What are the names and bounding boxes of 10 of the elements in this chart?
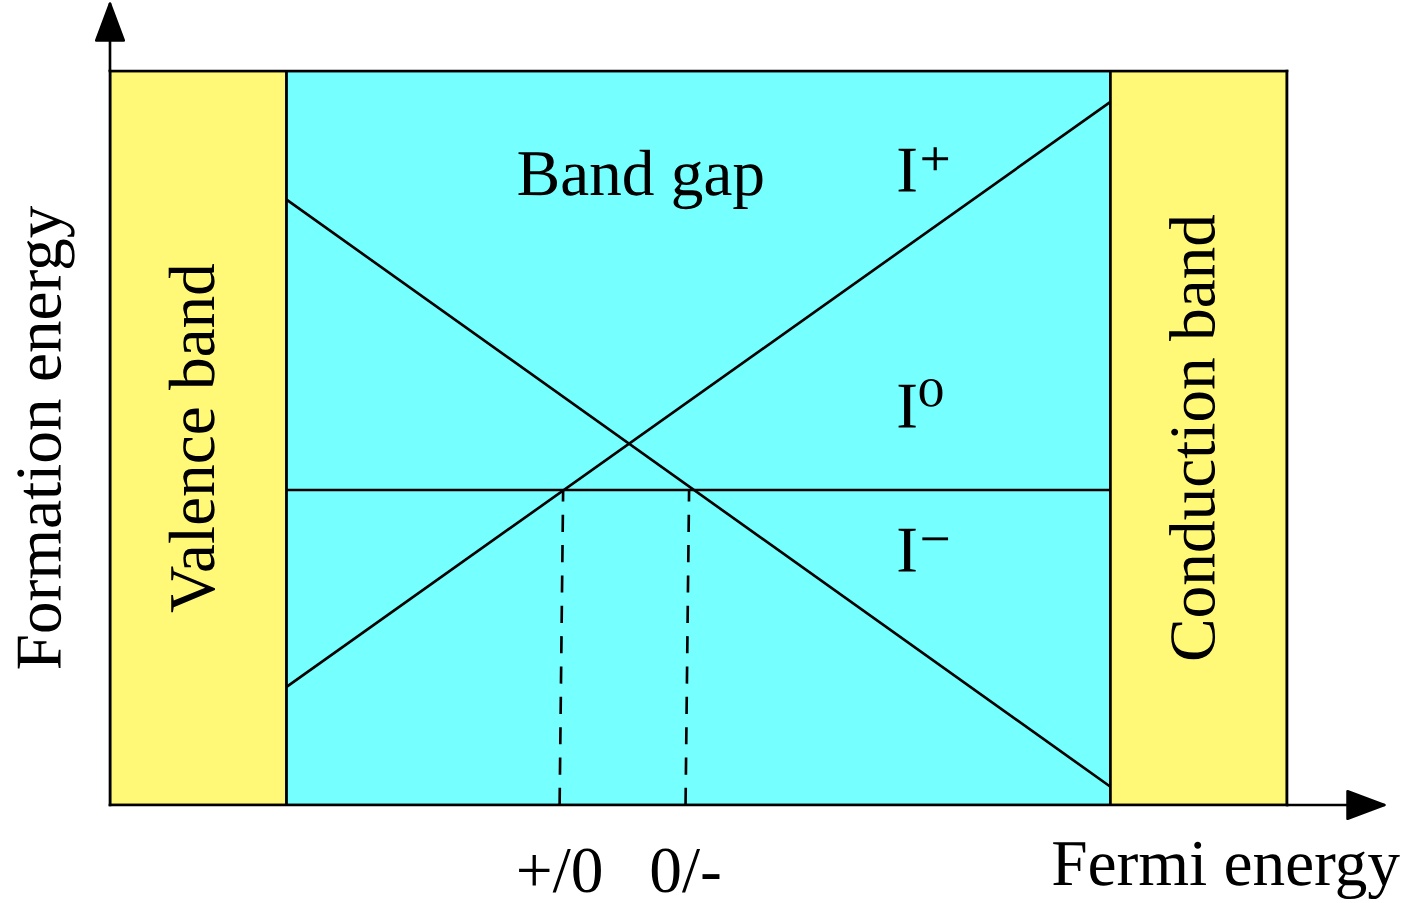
series-label: I⁺ — [898, 147, 949, 192]
band-label: Valence band — [168, 263, 215, 613]
band-label: Band gap — [518, 149, 763, 210]
x-axis-title: Fermi energy — [1053, 841, 1400, 900]
x-tick-label: +/0 — [519, 848, 601, 893]
y-axis-title: Formation energy — [17, 205, 75, 669]
series-label: I⁰ — [898, 379, 943, 428]
band-label: Conduction band — [1169, 214, 1216, 660]
series-label: I⁻ — [898, 528, 949, 572]
x-tick-label: 0/- — [651, 848, 720, 893]
